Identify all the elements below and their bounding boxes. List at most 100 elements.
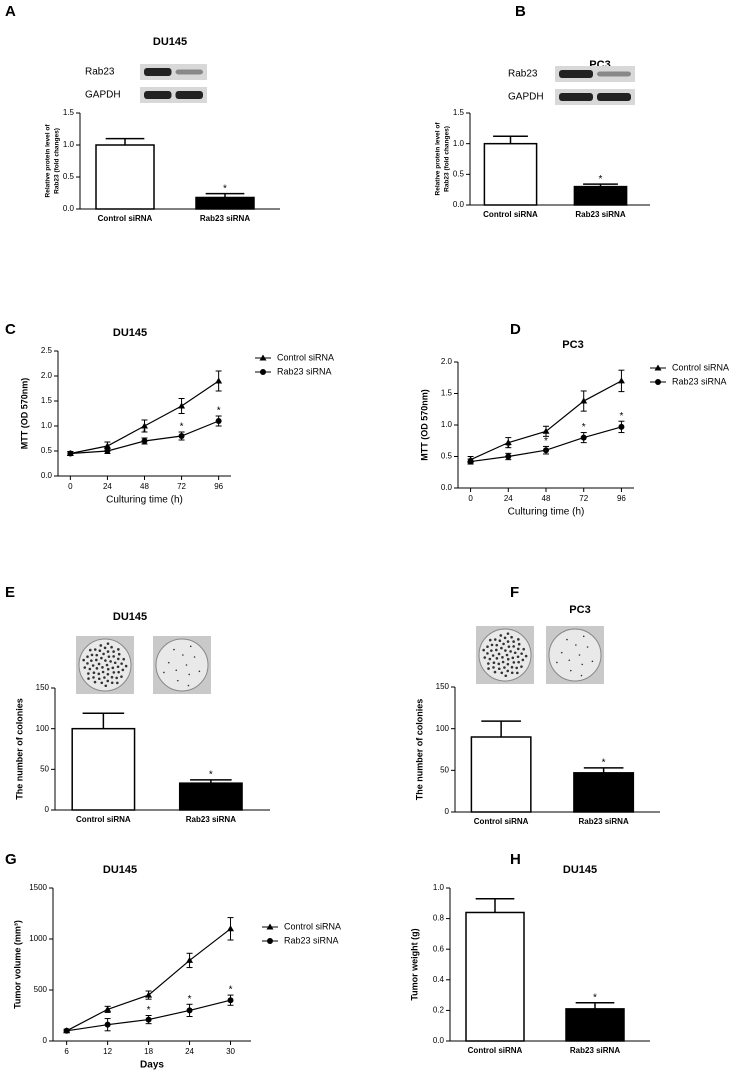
marker	[186, 1007, 193, 1014]
blot-band	[144, 68, 172, 76]
colony	[188, 673, 191, 676]
colony	[502, 642, 505, 646]
colony	[173, 648, 175, 651]
marker	[618, 423, 625, 430]
colony	[503, 636, 507, 640]
bar	[178, 782, 243, 811]
colony	[580, 674, 583, 677]
colony	[495, 657, 499, 660]
colony	[106, 667, 110, 671]
colony	[511, 656, 515, 660]
colony	[103, 676, 106, 679]
colony	[95, 653, 99, 657]
marker	[580, 434, 587, 441]
colony	[113, 661, 117, 665]
colony	[120, 675, 123, 678]
significance-label: *	[593, 992, 597, 1003]
y-axis-label: The number of colonies	[414, 699, 424, 801]
y-tick-label: 2.5	[41, 346, 53, 355]
x-tick-label: Rab23 siRNA	[575, 210, 625, 219]
colony	[95, 667, 99, 670]
y-tick-label: 150	[36, 683, 50, 692]
marker	[505, 453, 512, 460]
x-tick-label: Control siRNA	[98, 214, 153, 223]
panel-letter: C	[5, 321, 16, 338]
marker	[543, 447, 549, 454]
y-tick-label: 1500	[29, 883, 47, 892]
colony	[185, 664, 188, 666]
colony	[488, 657, 492, 661]
y-tick-label: 0.8	[433, 914, 445, 923]
colony	[490, 649, 493, 652]
legend-label: Rab23 siRNA	[284, 935, 339, 945]
x-tick-label: 24	[103, 482, 112, 491]
colony	[107, 655, 111, 658]
panel-letter: D	[510, 321, 521, 338]
dish	[78, 638, 132, 692]
dish	[548, 628, 602, 682]
significance-label: *	[602, 757, 606, 768]
colony	[520, 652, 523, 655]
y-tick-label: 0.0	[433, 1036, 445, 1045]
significance-label: *	[106, 1008, 110, 1019]
colony	[117, 652, 121, 656]
colony	[513, 651, 517, 655]
colony	[116, 657, 120, 661]
colony	[86, 662, 89, 665]
colony	[491, 654, 495, 657]
chart-title: DU145	[563, 864, 597, 876]
y-tick-label: 1.0	[63, 140, 75, 149]
colony	[104, 659, 107, 662]
marker	[141, 438, 148, 444]
significance-label: *	[582, 422, 586, 433]
x-tick-label: 24	[504, 494, 513, 503]
colony	[495, 643, 499, 647]
marker	[145, 1016, 152, 1023]
legend-label: Rab23 siRNA	[672, 376, 727, 386]
dish	[155, 638, 209, 692]
x-tick-label: 72	[579, 494, 588, 503]
y-tick-label: 0.5	[41, 446, 53, 455]
y-axis-label: The number of colonies	[14, 698, 24, 800]
colony	[91, 664, 95, 667]
marker	[178, 402, 186, 409]
colony	[99, 644, 103, 647]
colony	[88, 648, 92, 652]
chart-title: DU145	[153, 36, 187, 48]
colony	[122, 657, 126, 661]
y-tick-label: 1.0	[453, 139, 465, 148]
colony	[90, 659, 93, 662]
x-axis-label: Culturing time (h)	[508, 507, 585, 518]
colony	[98, 649, 102, 653]
colony	[517, 642, 521, 646]
panel-letter: H	[510, 851, 521, 868]
colony	[582, 635, 585, 638]
significance-label: *	[506, 443, 510, 454]
colony	[505, 653, 509, 657]
colony	[521, 658, 525, 662]
colony	[486, 645, 489, 649]
significance-label: *	[188, 994, 192, 1005]
colony	[497, 652, 501, 656]
significance-label: *	[599, 174, 603, 185]
colony	[87, 677, 90, 680]
colony	[504, 674, 508, 678]
colony	[116, 665, 120, 669]
colony	[104, 684, 108, 688]
colony	[520, 665, 523, 668]
colony	[507, 645, 511, 648]
significance-label: *	[180, 422, 184, 433]
blot-label: Rab23	[508, 69, 538, 80]
y-axis-label: Tumor volume (mm³)	[12, 920, 22, 1009]
y-tick-label: 0	[445, 807, 450, 816]
blot-label: GAPDH	[85, 90, 121, 101]
marker	[104, 448, 111, 454]
significance-label: *	[223, 183, 227, 194]
panel-letter: A	[5, 3, 16, 20]
colony	[102, 652, 105, 656]
marker	[103, 442, 111, 449]
colony	[112, 655, 115, 658]
colony	[121, 668, 125, 672]
colony	[503, 666, 506, 669]
x-tick-label: Control siRNA	[76, 815, 131, 824]
